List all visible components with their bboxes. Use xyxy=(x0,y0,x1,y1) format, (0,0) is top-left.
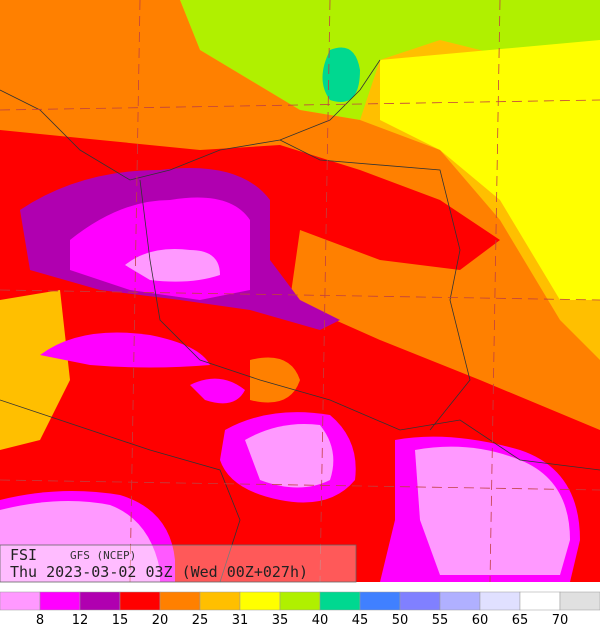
grid-line xyxy=(0,0,600,583)
legend-label: 12 xyxy=(72,613,89,628)
field-region xyxy=(0,501,160,582)
legend-swatch xyxy=(79,591,121,611)
legend-label: 65 xyxy=(512,613,529,628)
legend-label: 25 xyxy=(192,613,209,628)
legend-swatch xyxy=(519,591,561,611)
legend-label: 20 xyxy=(152,613,169,628)
legend-label: 40 xyxy=(312,613,329,628)
legend-swatch xyxy=(359,591,401,611)
legend-label: 55 xyxy=(432,613,449,628)
legend-label: 35 xyxy=(272,613,289,628)
legend-label: 70 xyxy=(552,613,569,628)
legend-swatch xyxy=(199,591,241,611)
legend-swatch xyxy=(119,591,161,611)
legend: 8 12 15 20 25 31 35 40 45 50 55 60 65 70 xyxy=(0,591,600,628)
legend-label: 45 xyxy=(352,613,369,628)
field-region xyxy=(190,378,245,404)
field-region xyxy=(322,47,360,102)
legend-swatch xyxy=(0,591,41,611)
model-name: GFS (NCEP) xyxy=(70,549,136,562)
field-region xyxy=(0,0,600,470)
legend-label: 15 xyxy=(112,613,129,628)
legend-swatch xyxy=(479,591,521,611)
border-line xyxy=(279,139,471,431)
legend-swatch xyxy=(439,591,481,611)
legend-label: 8 xyxy=(36,613,44,628)
legend-swatch xyxy=(559,591,600,611)
field-region xyxy=(125,249,220,282)
field-region xyxy=(380,40,600,300)
info-box xyxy=(0,544,357,583)
border-line xyxy=(0,399,241,583)
field-region xyxy=(40,332,210,368)
legend-label: 31 xyxy=(232,613,249,628)
legend-swatch xyxy=(39,591,81,611)
field-region xyxy=(0,290,70,450)
legend-swatch xyxy=(319,591,361,611)
field-region xyxy=(245,424,334,488)
valid-time: Thu 2023-03-02 03Z (Wed 00Z+027h) xyxy=(10,563,308,581)
index-name: FSI xyxy=(10,546,37,564)
border-line xyxy=(139,179,600,471)
legend-swatch xyxy=(279,591,321,611)
legend-swatch xyxy=(159,591,201,611)
field-region xyxy=(415,446,570,575)
legend-swatch xyxy=(399,591,441,611)
legend-label: 60 xyxy=(472,613,489,628)
coastline xyxy=(0,59,381,181)
field-region xyxy=(180,0,600,120)
legend-label: 50 xyxy=(392,613,409,628)
field-region xyxy=(250,357,300,403)
legend-swatch xyxy=(239,591,281,611)
